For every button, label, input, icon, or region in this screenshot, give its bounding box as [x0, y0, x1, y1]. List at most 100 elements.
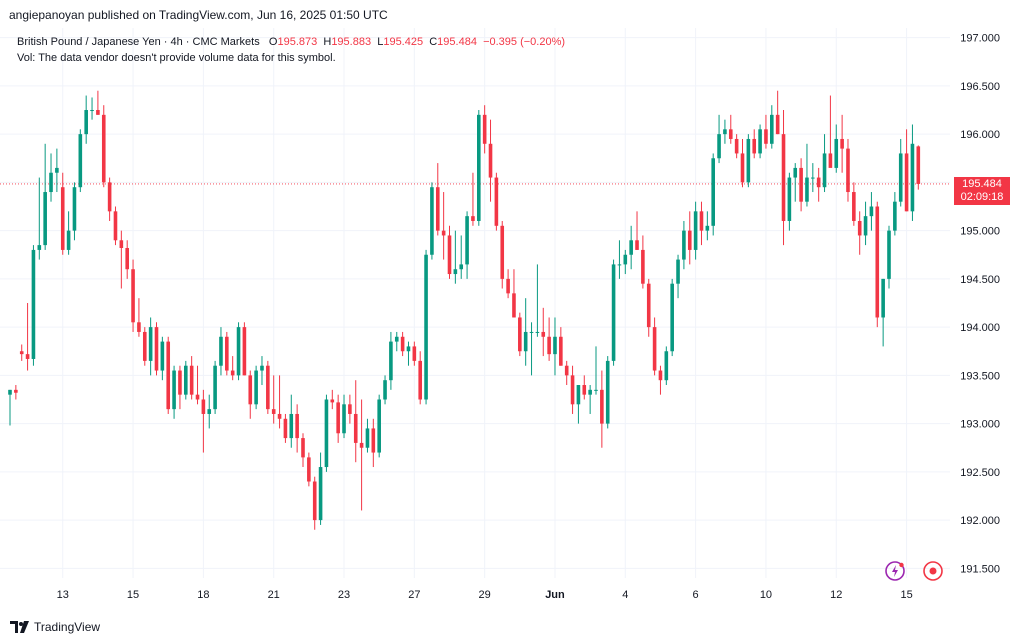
lightning-icon[interactable]: [884, 560, 906, 582]
candle-down: [137, 298, 141, 337]
candle-down: [230, 356, 235, 381]
candle-up: [787, 172, 792, 231]
candle-up: [881, 278, 885, 347]
price-axis[interactable]: 197.000196.500196.000195.500195.000194.5…: [960, 33, 1000, 576]
candle-up: [887, 225, 891, 289]
candle-down: [564, 360, 569, 386]
candle-down: [266, 360, 270, 414]
time-tick-label: 27: [408, 589, 420, 601]
candle-down: [119, 230, 124, 289]
candle-up: [207, 394, 212, 429]
candle-down: [330, 389, 335, 410]
candle-down: [646, 278, 651, 337]
candle-down: [248, 370, 253, 419]
candle-up: [377, 394, 381, 458]
candle-up: [717, 114, 721, 164]
price-tick-label: 193.000: [960, 419, 1000, 431]
candle-up: [617, 240, 622, 279]
price-tick-label: 195.000: [960, 226, 1000, 238]
candle-down: [816, 167, 821, 202]
candle-up: [84, 95, 88, 144]
candle-down: [154, 322, 159, 376]
high-label: H: [323, 36, 332, 48]
candle-up: [758, 124, 762, 159]
candle-down: [904, 129, 909, 212]
candle-up: [289, 394, 294, 448]
time-tick-label: 15: [127, 589, 139, 601]
candle-down: [740, 138, 745, 188]
candle-up: [260, 356, 264, 386]
candle-up: [365, 418, 370, 453]
candle-down: [471, 172, 475, 226]
candle-down: [541, 307, 546, 357]
low-label: L: [377, 36, 384, 48]
price-tick-label: 194.500: [960, 274, 1000, 286]
chart-area[interactable]: 197.000196.500196.000195.500195.000194.5…: [0, 28, 1024, 614]
time-axis[interactable]: 13 15 18 21 23 27 29 Jun 4 6 10 12 15: [57, 589, 913, 601]
last-price-tag: 195.484 02:09:18: [954, 176, 1010, 205]
candle-up: [318, 452, 323, 525]
candle-down: [658, 365, 663, 395]
candle-down: [412, 341, 417, 366]
candle-down: [353, 380, 358, 463]
candle-down: [728, 114, 733, 144]
candle-down: [482, 105, 487, 154]
candle-up: [676, 254, 680, 299]
candle-down: [734, 134, 739, 159]
open-label: O: [268, 36, 278, 48]
candle-down: [60, 172, 65, 255]
tradingview-logo-icon: [10, 621, 29, 633]
candle-down: [418, 351, 422, 405]
candle-up: [37, 177, 42, 260]
candle-up: [31, 245, 36, 366]
bar-countdown: 02:09:18: [960, 190, 1004, 203]
candle-up: [254, 365, 258, 410]
close-value: 195.484: [437, 36, 477, 48]
candle-up: [863, 201, 868, 246]
symbol-title[interactable]: British Pound / Japanese Yen · 4h · CMC …: [17, 36, 260, 48]
candle-up: [424, 249, 428, 405]
candle-down: [131, 259, 135, 332]
grid-lines: [0, 28, 950, 578]
candle-down: [166, 336, 171, 414]
candle-down: [764, 114, 768, 149]
candle-down: [652, 317, 657, 376]
candle-up: [465, 211, 469, 279]
candle-down: [600, 370, 604, 448]
last-price-value: 195.484: [962, 177, 1002, 190]
candle-up: [834, 124, 839, 173]
time-tick-label: 23: [338, 589, 350, 601]
candle-down: [307, 452, 311, 487]
candle-down: [570, 365, 575, 414]
candle-down: [19, 344, 24, 361]
candle-down: [752, 129, 757, 159]
time-tick-label: 15: [900, 589, 912, 601]
candle-down: [506, 269, 510, 299]
candle-down: [500, 220, 505, 289]
candle-up: [383, 375, 387, 405]
candle-down: [107, 177, 112, 221]
candle-down: [687, 211, 692, 265]
candle-down: [559, 327, 563, 366]
candle-down: [799, 158, 803, 212]
candle-down: [916, 145, 921, 190]
candlestick-chart[interactable]: 197.000196.500196.000195.500195.000194.5…: [0, 28, 1024, 614]
candle-up: [148, 317, 153, 376]
candle-up: [184, 360, 188, 400]
candle-down: [113, 206, 118, 246]
tradingview-brand[interactable]: TradingView: [10, 620, 100, 634]
candle-up: [670, 278, 674, 357]
record-icon[interactable]: [922, 560, 944, 582]
footer-bar: TradingView: [0, 614, 1024, 642]
candle-up: [430, 182, 434, 260]
candle-down: [488, 119, 493, 202]
candle-down: [295, 404, 299, 453]
candle-up: [406, 341, 411, 366]
candle-up: [342, 394, 346, 439]
candle-up: [623, 249, 628, 275]
candle-up: [910, 124, 915, 221]
candle-down: [189, 356, 194, 400]
time-tick-label: 21: [268, 589, 280, 601]
candle-up: [594, 346, 598, 395]
candle-up: [43, 143, 47, 250]
